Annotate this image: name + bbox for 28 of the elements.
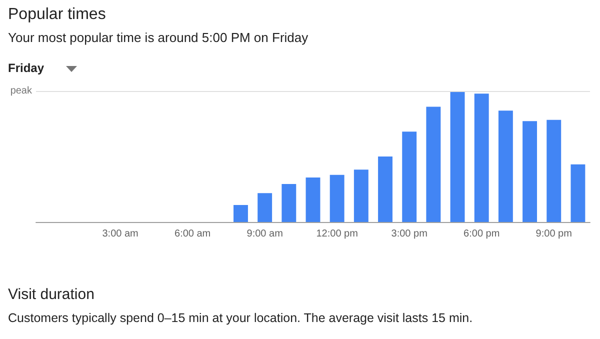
bar bbox=[354, 170, 368, 222]
bar bbox=[546, 120, 562, 222]
x-tick-label: 12:00 pm bbox=[316, 228, 358, 240]
bar bbox=[402, 132, 417, 222]
x-tick-label: 9:00 am bbox=[246, 228, 283, 240]
bar bbox=[498, 110, 513, 222]
chart-title: Popular times bbox=[8, 6, 106, 24]
bar bbox=[234, 204, 248, 222]
text: Customers typically spend 0–15 min at your location. The average visit lasts 15 min. bbox=[8, 311, 473, 325]
bar bbox=[426, 106, 441, 222]
x-tick-label: 6:00 am bbox=[174, 228, 211, 240]
chart-subtitle: Your most popular time is around 5:00 PM on Friday bbox=[8, 30, 308, 45]
text: Friday bbox=[8, 61, 44, 75]
ref-line-label: peak bbox=[10, 86, 33, 96]
bar bbox=[378, 156, 392, 222]
x-tick-label: 9:00 pm bbox=[536, 228, 572, 240]
x-tick-label: 3:00 am bbox=[102, 228, 138, 240]
bar bbox=[258, 193, 272, 222]
bar bbox=[522, 121, 538, 222]
bar bbox=[306, 177, 320, 222]
bar bbox=[330, 174, 344, 222]
text: Visit duration bbox=[8, 286, 94, 303]
x-tick-label: 6:00 pm bbox=[464, 228, 500, 240]
bar bbox=[570, 164, 586, 222]
bar bbox=[450, 91, 465, 222]
x-tick-label: 3:00 pm bbox=[391, 228, 428, 240]
bar bbox=[474, 94, 489, 222]
bar bbox=[282, 184, 296, 222]
